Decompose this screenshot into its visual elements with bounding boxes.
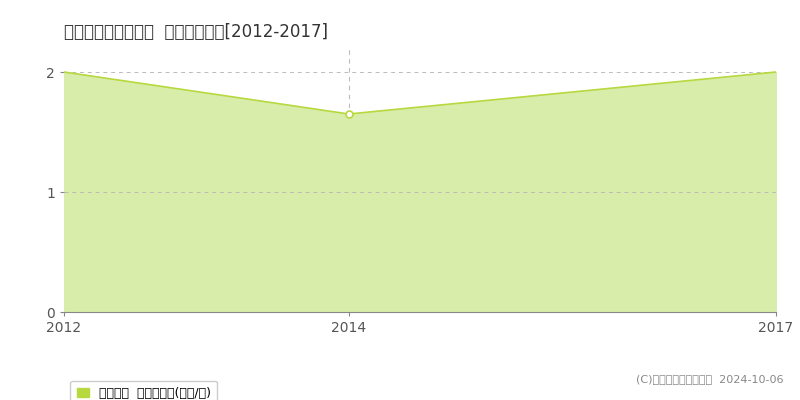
Legend: 土地価格  平均坪単価(万円/坪): 土地価格 平均坪単価(万円/坪) bbox=[70, 380, 218, 400]
Text: (C)土地価格ドットコム  2024-10-06: (C)土地価格ドットコム 2024-10-06 bbox=[637, 374, 784, 384]
Point bbox=[342, 111, 355, 117]
Text: 東蒲原郡阿賀町鹿瀬  土地価格推移[2012-2017]: 東蒲原郡阿賀町鹿瀬 土地価格推移[2012-2017] bbox=[64, 23, 328, 41]
